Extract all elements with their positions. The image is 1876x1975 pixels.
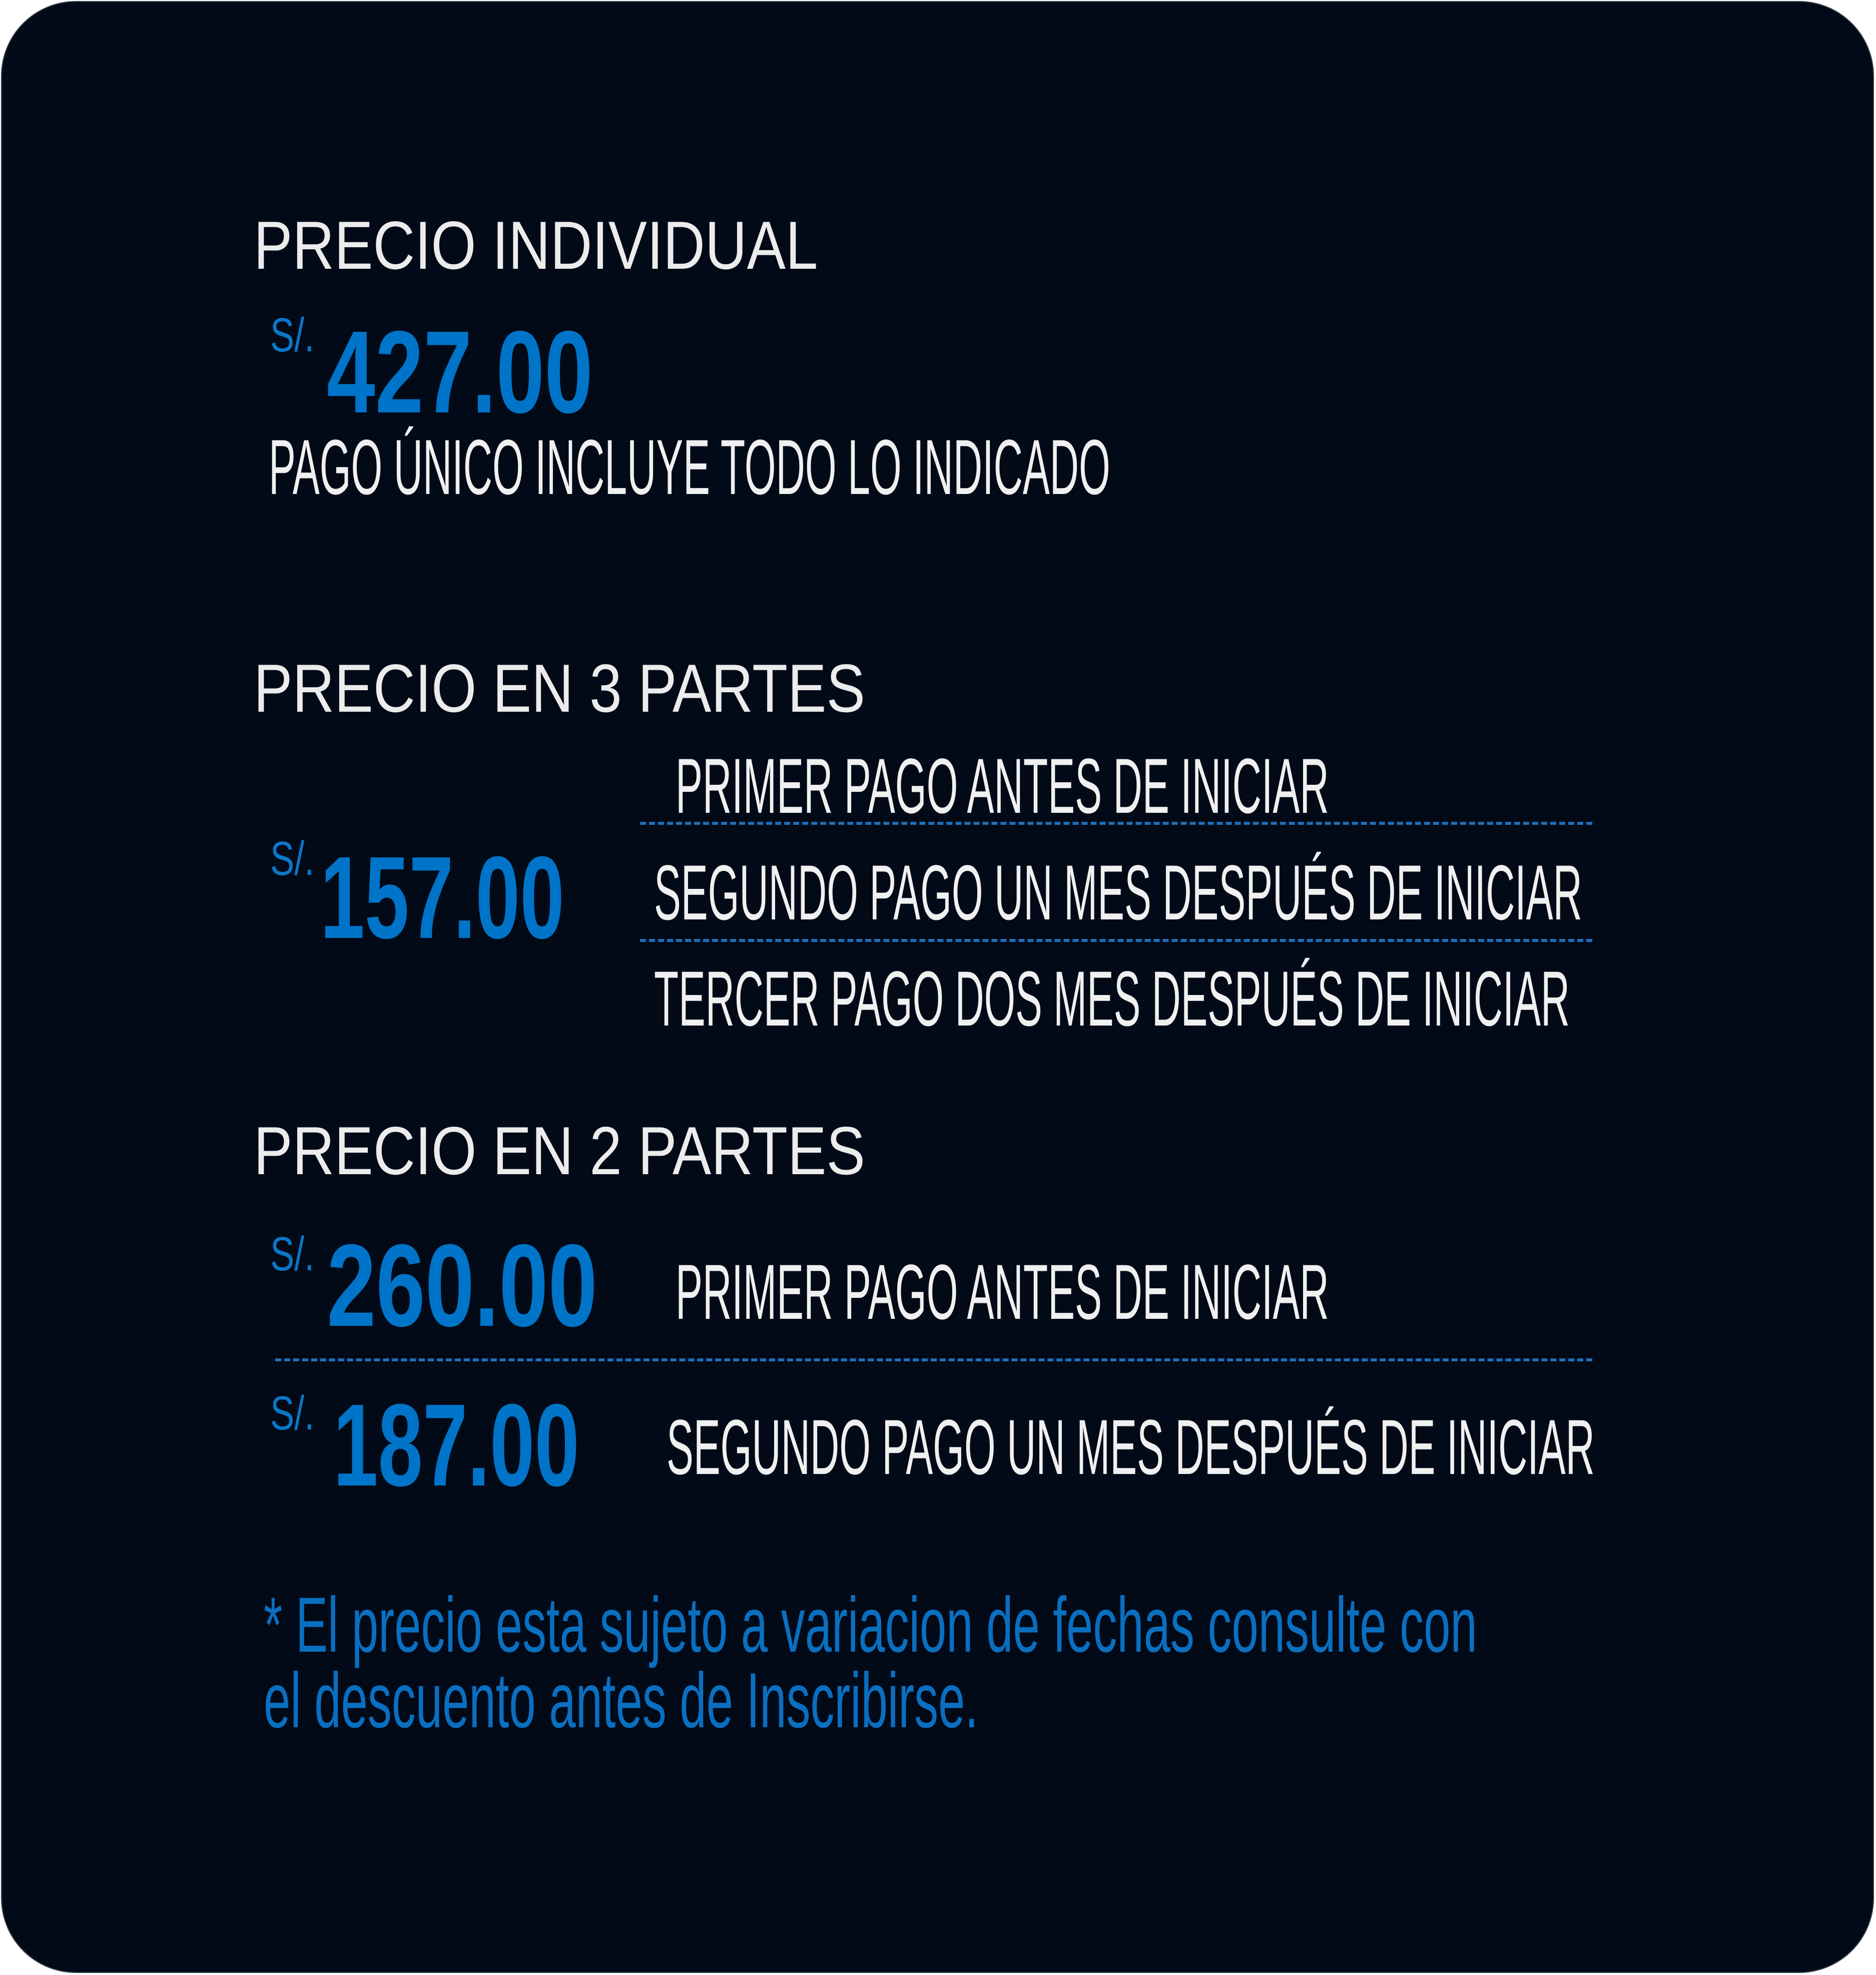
divider (640, 822, 1592, 825)
note-line-2: el descuento antes de Inscribirse. (264, 1657, 979, 1744)
payment-1-label: PRIMER PAGO ANTES DE INICIAR (676, 743, 1329, 830)
two-parts-price-2: 187.00 (333, 1379, 579, 1511)
currency-symbol: S/. (270, 1386, 315, 1440)
individual-price: 427.00 (327, 306, 593, 437)
two-parts-label-1: PRIMER PAGO ANTES DE INICIAR (676, 1249, 1329, 1336)
payment-2-label: SEGUNDO PAGO UN MES DESPUÉS DE INICIAR (654, 849, 1582, 936)
currency-symbol: S/. (270, 308, 315, 362)
individual-description: PAGO ÚNICO INCLUYE TODO LO INDICADO (269, 424, 1110, 511)
individual-title: PRECIO INDIVIDUAL (254, 207, 818, 283)
currency-symbol: S/. (270, 832, 315, 885)
currency-symbol: S/. (270, 1227, 315, 1281)
payment-3-label: TERCER PAGO DOS MES DESPUÉS DE INICIAR (654, 955, 1570, 1043)
note-line-1: * El precio esta sujeto a variacion de f… (264, 1582, 1477, 1669)
two-parts-label-2: SEGUNDO PAGO UN MES DESPUÉS DE INICIAR (667, 1404, 1595, 1491)
divider (640, 939, 1592, 942)
divider (275, 1358, 1592, 1361)
three-parts-title: PRECIO EN 3 PARTES (254, 650, 865, 726)
two-parts-price-1: 260.00 (327, 1220, 597, 1351)
two-parts-title: PRECIO EN 2 PARTES (254, 1113, 865, 1189)
three-parts-price: 157.00 (320, 832, 564, 963)
